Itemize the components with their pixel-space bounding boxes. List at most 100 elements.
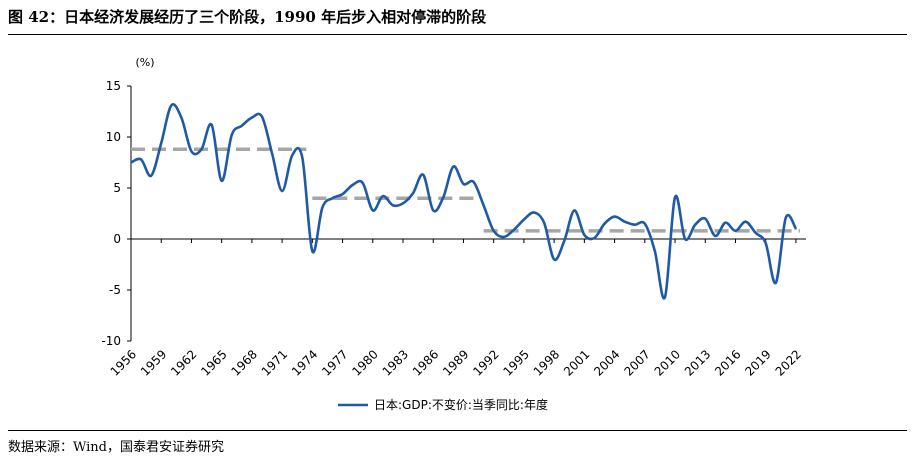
data-point — [744, 220, 747, 223]
data-point — [331, 197, 334, 199]
x-tick-label: 1980 — [349, 347, 380, 378]
y-tick-label: 5 — [113, 181, 121, 195]
data-point — [553, 258, 555, 261]
data-point — [200, 148, 203, 151]
x-tick-label: 1965 — [198, 347, 229, 378]
data-point — [583, 234, 586, 236]
data-point — [180, 116, 183, 119]
data-point — [452, 165, 455, 168]
data-point — [774, 282, 777, 284]
data-point — [785, 216, 787, 219]
data-point — [472, 181, 475, 183]
line-chart: (%)151050-5-1019561959196219651968197119… — [101, 56, 806, 412]
data-point — [704, 217, 707, 220]
x-tick-label: 2022 — [773, 347, 804, 378]
data-point — [754, 232, 757, 234]
data-point — [482, 204, 485, 207]
y-tick-label: 0 — [113, 232, 121, 246]
data-point — [462, 183, 465, 185]
data-point — [442, 196, 445, 198]
x-tick-label: 1977 — [319, 347, 350, 378]
x-tick-label: 1974 — [289, 347, 320, 378]
data-point — [170, 104, 173, 107]
data-point — [523, 218, 525, 221]
x-tick-label: 1971 — [259, 347, 290, 378]
x-tick-label: 1968 — [229, 347, 260, 378]
y-unit-label: (%) — [135, 56, 154, 69]
data-point — [160, 142, 163, 144]
x-tick-label: 1995 — [501, 347, 532, 378]
series-line — [130, 103, 798, 300]
data-point — [533, 211, 535, 214]
data-point — [371, 209, 374, 212]
data-point — [382, 195, 384, 197]
data-point — [361, 182, 364, 184]
data-point — [623, 220, 626, 223]
data-point — [502, 236, 505, 238]
data-point — [281, 190, 283, 192]
data-point — [422, 173, 424, 176]
data-point — [734, 230, 737, 232]
x-tick-label: 1959 — [138, 347, 169, 378]
x-tick-label: 1956 — [108, 347, 139, 378]
y-tick-label: 10 — [106, 130, 121, 144]
data-point — [654, 250, 656, 253]
data-point — [130, 161, 132, 164]
data-point — [251, 116, 253, 119]
data-point — [603, 222, 606, 225]
bottom-rule — [8, 430, 907, 431]
data-point — [321, 206, 324, 209]
y-tick-label: -5 — [109, 283, 121, 297]
data-point — [714, 235, 717, 237]
title-rule — [8, 34, 907, 35]
data-point — [613, 215, 616, 218]
data-point — [291, 154, 293, 157]
data-point — [261, 115, 263, 118]
figure-title: 图 42：日本经济发展经历了三个阶段，1990 年后步入相对停滞的阶段 — [8, 8, 487, 26]
data-point — [492, 230, 495, 232]
x-tick-label: 2010 — [652, 347, 683, 378]
x-tick-label: 1989 — [440, 347, 471, 378]
x-tick-label: 1983 — [380, 347, 411, 378]
x-tick-label: 2001 — [561, 347, 592, 378]
data-point — [351, 184, 354, 186]
data-point — [644, 222, 646, 225]
x-tick-label: 1992 — [470, 347, 501, 378]
x-tick-label: 1986 — [410, 347, 441, 378]
data-point — [664, 296, 666, 298]
x-tick-label: 2016 — [712, 347, 743, 378]
source-note: 数据来源：Wind，国泰君安证券研究 — [8, 440, 224, 455]
x-tick-label: 2007 — [621, 347, 652, 378]
data-point — [764, 242, 767, 244]
data-point — [241, 124, 243, 127]
data-point — [220, 180, 223, 182]
data-point — [543, 221, 545, 224]
x-tick-label: 2013 — [682, 347, 713, 378]
data-point — [795, 228, 797, 230]
data-point — [573, 209, 576, 212]
legend-label: 日本:GDP:不变价:当季同比:年度 — [374, 397, 548, 412]
data-point — [140, 158, 142, 161]
data-point — [230, 134, 233, 136]
data-point — [724, 221, 727, 224]
data-point — [210, 123, 213, 126]
x-tick-label: 2004 — [591, 347, 622, 378]
x-tick-label: 1962 — [168, 347, 199, 378]
data-point — [190, 150, 193, 153]
data-point — [432, 209, 435, 212]
data-point — [684, 238, 686, 240]
data-point — [271, 152, 273, 155]
data-point — [402, 202, 404, 205]
y-tick-label: 15 — [106, 79, 121, 93]
y-tick-label: -10 — [101, 334, 121, 348]
data-point — [513, 229, 515, 231]
data-point — [563, 240, 566, 242]
x-tick-label: 2019 — [742, 347, 773, 378]
data-point — [412, 192, 414, 194]
data-point — [593, 237, 596, 239]
data-point — [674, 196, 676, 198]
x-tick-label: 1998 — [531, 347, 562, 378]
data-point — [150, 174, 152, 177]
data-point — [694, 223, 696, 226]
data-point — [301, 156, 304, 159]
